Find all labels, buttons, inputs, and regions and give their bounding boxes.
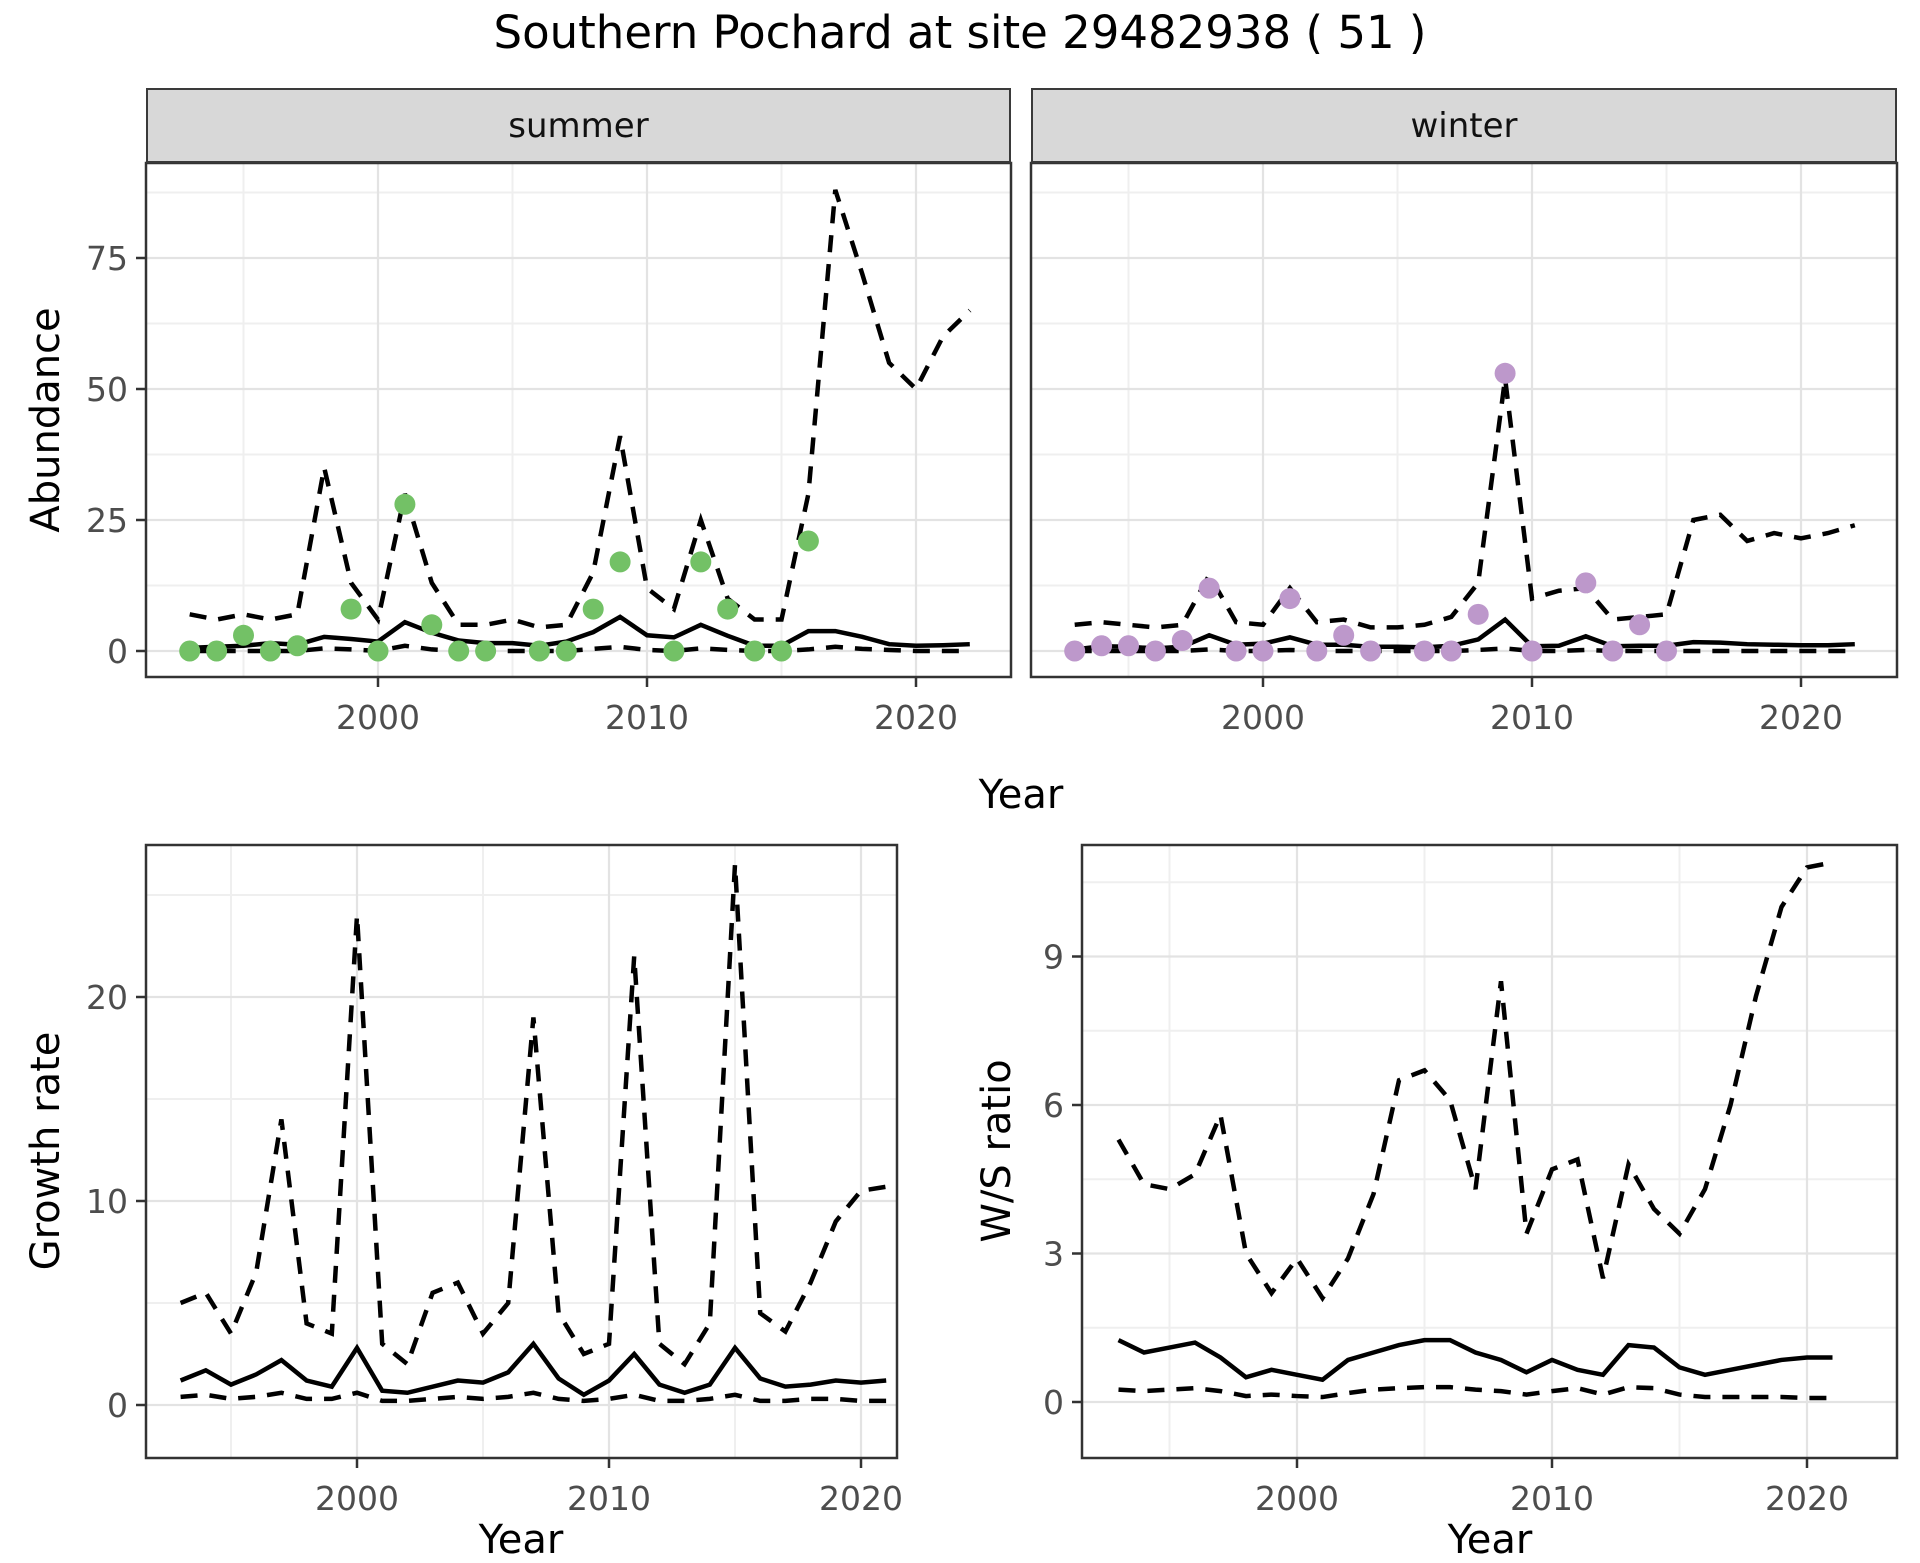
abundance-summer-ci_upper-line [189, 189, 972, 630]
growth-rate-ci_upper-line [179, 864, 887, 1368]
abundance-summer-data-point [206, 640, 228, 662]
ws-ratio-border [1080, 843, 1899, 1460]
abundance-winter-data-point [1198, 577, 1220, 599]
ws-ratio-x-tick-label: 2010 [1510, 1479, 1594, 1518]
abundance-winter-data-point [1575, 572, 1597, 594]
abundance-summer-data-point [797, 530, 819, 552]
abundance-summer-data-point [582, 598, 604, 620]
abundance-winter-data-point [1467, 603, 1489, 625]
abundance-summer-data-point [448, 640, 470, 662]
abundance-summer-panel: 2000 2010 2020 0 25 50 75 [86, 161, 1013, 737]
abundance-winter-background [1031, 163, 1897, 677]
abundance-summer-x-tick-label: 2020 [874, 698, 958, 737]
ws-ratio-median-line [1117, 1337, 1833, 1383]
facet-label-summer: summer [508, 105, 649, 146]
abundance-winter-data-point [1064, 640, 1086, 662]
growth-rate-panel: 2000 2010 2020 0 10 20 [86, 843, 903, 1518]
abundance-summer-y-tick-label: 50 [86, 370, 128, 409]
abundance-summer-data-point [744, 640, 766, 662]
abundance-summer-y-tick-label: 75 [86, 239, 128, 278]
ws-ratio-x-tick-label: 2020 [1765, 1479, 1849, 1518]
abundance-summer-data-point [340, 598, 362, 620]
abundance-winter-border [1029, 161, 1899, 679]
ws-ratio-ci_lower-line [1118, 1384, 1833, 1401]
abundance-summer-data-point [475, 640, 497, 662]
abundance-summer-data-point [717, 598, 739, 620]
ws-ratio-panel: 2000 2010 2020 0 3 6 9 [1043, 843, 1899, 1518]
growth-rate-y-tick-label: 0 [107, 1386, 128, 1425]
abundance-winter-data-point [1118, 635, 1139, 657]
abundance-summer-y-tick-label: 25 [86, 501, 128, 540]
abundance-summer-data-point [259, 640, 281, 662]
abundance-summer-border [144, 161, 1013, 679]
ws-ratio-y-tick-label: 3 [1043, 1235, 1064, 1274]
ws-ratio-y-tick-label: 9 [1043, 938, 1064, 977]
abundance-summer-x-tick-label: 2010 [605, 698, 689, 737]
abundance-winter-data-point [1602, 640, 1624, 662]
page-title: Southern Pochard at site 29482938 ( 51 ) [493, 6, 1427, 59]
growth-rate-x-tick-label: 2000 [315, 1479, 399, 1518]
abundance-winter-data-point [1091, 635, 1113, 657]
abundance-winter-data-point [1521, 640, 1543, 662]
abundance-winter-panel: 2000 2010 2020 [1029, 161, 1899, 737]
abundance-summer-ci_lower-line [189, 643, 970, 654]
growth-rate-y-tick-label: 10 [86, 1182, 128, 1221]
ws-ratio-x-tick-label: 2000 [1255, 1479, 1339, 1518]
abundance-summer-median-line [189, 614, 970, 651]
axis-title-abundance: Abundance [23, 307, 69, 533]
abundance-winter-data-point [1225, 640, 1247, 662]
ws-ratio-y-tick-label: 6 [1043, 1086, 1064, 1125]
facet-strip-summer: summer [146, 88, 1011, 163]
ws-ratio-ci_upper-line [1116, 860, 1833, 1303]
abundance-winter-data-point [1144, 640, 1166, 662]
abundance-summer-data-point [555, 640, 577, 662]
abundance-summer-data-point [286, 635, 308, 657]
abundance-winter-data-point [1440, 640, 1462, 662]
abundance-summer-background [146, 163, 1011, 677]
axis-title-ws-ratio: W/S ratio [974, 1059, 1020, 1243]
abundance-winter-data-point [1656, 640, 1677, 662]
growth-rate-median-line [179, 1340, 887, 1398]
facet-strip-winter: winter [1031, 88, 1897, 163]
abundance-winter-data-point [1171, 630, 1193, 652]
abundance-winter-data-point [1360, 640, 1382, 662]
abundance-winter-data-point [1413, 640, 1435, 662]
abundance-summer-data-point [394, 493, 416, 515]
abundance-summer-data-point [690, 551, 712, 573]
abundance-winter-x-tick-label: 2020 [1759, 698, 1843, 737]
abundance-summer-data-point [663, 640, 685, 662]
abundance-summer-y-tick-label: 0 [107, 632, 128, 671]
axis-title-year-bottom-left: Year [478, 1517, 564, 1563]
abundance-winter-data-point [1494, 362, 1516, 384]
abundance-summer-data-point [179, 640, 201, 662]
axis-title-year-bottom-right: Year [1447, 1517, 1533, 1563]
abundance-winter-data-point [1306, 640, 1328, 662]
abundance-winter-ci_lower-line [1074, 646, 1855, 654]
abundance-winter-x-tick-label: 2000 [1221, 698, 1305, 737]
abundance-summer-data-point [771, 640, 792, 662]
abundance-winter-data-point [1629, 614, 1651, 636]
growth-rate-border [144, 843, 899, 1460]
growth-rate-x-tick-label: 2020 [819, 1479, 903, 1518]
growth-rate-ci_lower-line [180, 1390, 887, 1404]
abundance-winter-data-point [1252, 640, 1274, 662]
abundance-summer-x-tick-label: 2000 [336, 698, 420, 737]
abundance-summer-data-point [421, 614, 443, 636]
abundance-winter-data-point [1279, 588, 1301, 610]
growth-rate-background [146, 845, 897, 1458]
growth-rate-x-tick-label: 2010 [567, 1479, 651, 1518]
abundance-summer-data-point [233, 624, 254, 646]
axis-title-year-top: Year [978, 772, 1064, 818]
abundance-winter-median-line [1074, 616, 1855, 652]
abundance-winter-x-tick-label: 2010 [1490, 698, 1574, 737]
facet-label-winter: winter [1410, 105, 1518, 146]
abundance-winter-data-point [1333, 624, 1355, 646]
abundance-summer-data-point [367, 640, 389, 662]
growth-rate-y-tick-label: 20 [86, 978, 128, 1017]
abundance-summer-data-point [528, 640, 550, 662]
axis-title-growth-rate: Growth rate [23, 1031, 69, 1271]
abundance-summer-data-point [609, 551, 631, 573]
ws-ratio-y-tick-label: 0 [1043, 1383, 1064, 1422]
